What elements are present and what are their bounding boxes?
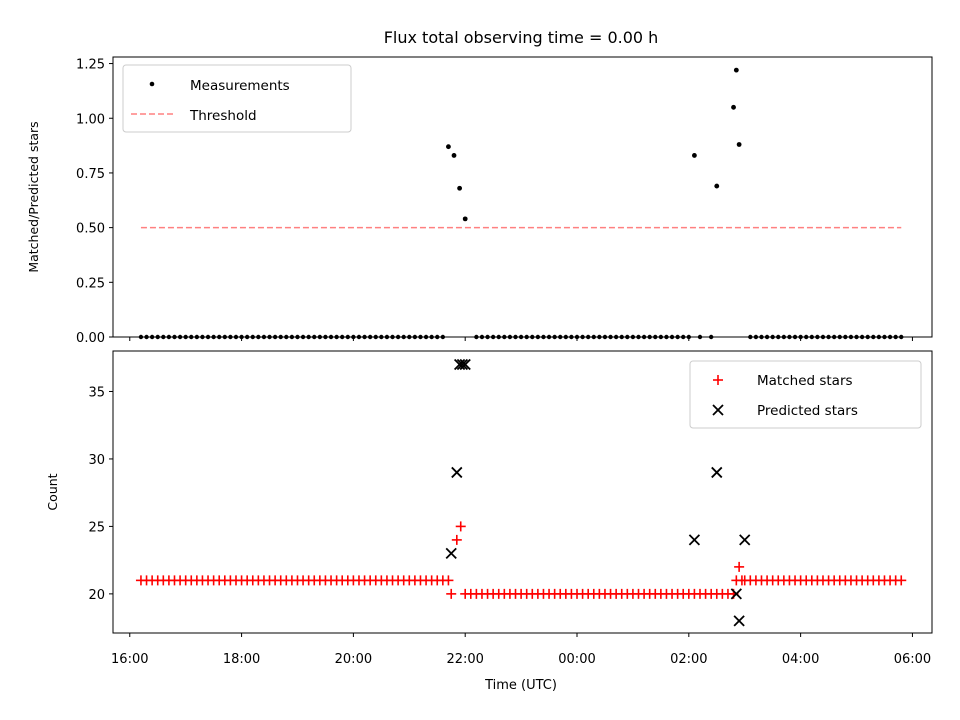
ratio-ticks: 0.00 0.25 0.50 0.75 1.00 1.25: [76, 58, 913, 346]
measurement-point: [446, 144, 451, 150]
predicted-point: [459, 358, 471, 371]
predicted-point: [711, 466, 723, 479]
legend-measurement-marker: [149, 81, 155, 87]
predicted-point-b: [688, 534, 701, 546]
matched-point: [451, 534, 462, 545]
count-xtick-label: 06:00: [894, 652, 931, 667]
count-ytick-label: 35: [88, 385, 105, 400]
count-panel: 20 25 30 35 16:00 18:00 20:00 22:00 00:00 02:00 04…: [45, 350, 933, 693]
ratio-ytick-label: 1.00: [76, 112, 105, 127]
ratio-ytick-label: 0.25: [76, 276, 105, 291]
legend-matched-label: Matched stars: [757, 373, 853, 389]
ratio-legend: Measurements Threshold: [122, 64, 352, 133]
count-ylabel: Count: [45, 473, 60, 510]
predicted-point-b: [456, 358, 469, 371]
measurement-point: [731, 104, 736, 110]
ratio-ytick-label: 0.75: [76, 167, 105, 182]
predicted-point-b: [459, 358, 471, 371]
measurement-point: [733, 67, 739, 73]
measurement-point: [714, 183, 720, 189]
count-xtick-label: 04:00: [782, 652, 819, 667]
measurement-point: [736, 142, 742, 147]
count-xtick-label: 02:00: [670, 652, 707, 667]
predicted-point-b: [451, 466, 463, 479]
measurement-point: [457, 185, 463, 191]
ratio-ylabel: Matched/Predicted stars: [26, 121, 41, 272]
ratio-axes-frame: [112, 56, 933, 338]
predicted-point: [739, 534, 751, 546]
legend-measurements-label: Measurements: [190, 78, 290, 94]
ratio-legend-box: [122, 64, 352, 133]
predicted-point: [451, 466, 463, 479]
matched-point: [734, 561, 745, 572]
ratio-panel: 0.00 0.25 0.50 0.75 1.00 1.25 Matched/Predict…: [26, 56, 933, 346]
ratio-ytick-label: 0.50: [76, 222, 105, 237]
count-xtick-label: 20:00: [335, 652, 372, 667]
matched-point: [446, 588, 457, 599]
predicted-point-b: [711, 466, 723, 479]
legend-threshold-label: Threshold: [189, 108, 257, 124]
matched-point: [455, 521, 466, 532]
count-xtick-label: 00:00: [558, 652, 595, 667]
ratio-ytick-label: 0.00: [76, 331, 105, 346]
predicted-point: [445, 547, 457, 560]
predicted-point: [733, 615, 745, 627]
matched-point: [896, 575, 907, 586]
legend-matched-marker: [713, 375, 723, 385]
count-legend-box: [689, 360, 922, 429]
ratio-ytick-label: 1.25: [76, 58, 105, 73]
measurement-point: [451, 153, 457, 158]
count-xlabel: Time (UTC): [484, 678, 557, 693]
measurement-point: [462, 216, 468, 222]
count-ytick-label: 30: [88, 453, 105, 468]
matched-point: [460, 588, 471, 599]
predicted-point-b: [730, 588, 742, 600]
count-xtick-label: 18:00: [223, 652, 260, 667]
legend-predicted-marker: [712, 404, 724, 416]
count-ticks: 20 25 30 35 16:00 18:00 20:00 22:00 00:00 02:00 04…: [88, 385, 931, 667]
predicted-point: [688, 534, 701, 546]
count-xtick-label: 22:00: [446, 652, 483, 667]
count-marks: [135, 358, 907, 627]
count-ytick-label: 25: [88, 520, 105, 535]
legend-predicted-label: Predicted stars: [757, 403, 858, 419]
predicted-point: [730, 588, 742, 600]
count-legend: Matched stars Predicted stars: [689, 360, 922, 429]
count-ytick-label: 20: [88, 588, 105, 603]
predicted-point-b: [739, 534, 751, 546]
count-xtick-label: 16:00: [111, 652, 148, 667]
figure-title: Flux total observing time = 0.00 h: [384, 28, 659, 47]
matched-point: [736, 575, 747, 586]
predicted-point-b: [445, 547, 457, 560]
count-axes-frame: [112, 350, 933, 634]
measurement-point: [692, 153, 697, 158]
predicted-point: [456, 358, 469, 371]
predicted-point-b: [733, 615, 745, 627]
matched-point: [443, 575, 454, 586]
